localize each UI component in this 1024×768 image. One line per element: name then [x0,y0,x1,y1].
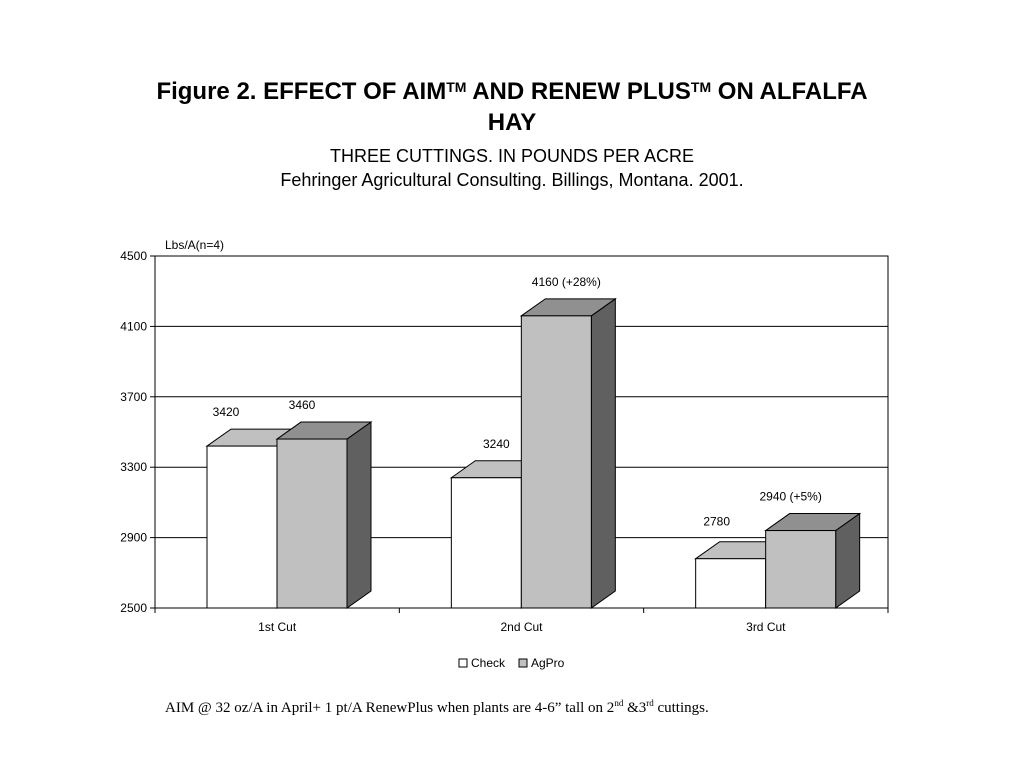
bar-check [206,445,278,609]
data-label: 3460 [289,398,316,412]
legend-label: Check [471,656,506,670]
data-label: 3420 [213,405,240,419]
legend-swatch-check [458,658,468,668]
x-tick-label: 2nd Cut [500,620,543,634]
y-tick-label: 2900 [120,531,147,545]
data-label: 4160 (+28%) [532,275,601,289]
title-line-2: HAY [487,109,537,136]
subtitle-line-2: Fehringer Agricultural Consulting. Billi… [280,170,744,190]
chart-subtitle: THREE CUTTINGS. IN POUNDS PER ACRE Fehri… [0,144,1024,192]
data-label: 2940 (+5%) [759,490,821,504]
bar-check [450,477,522,609]
x-tick-label: 3rd Cut [746,620,786,634]
legend-swatch-agpro [518,658,528,668]
bar-agpro [520,315,592,609]
legend-label: AgPro [531,656,565,670]
bar-side-face [346,421,372,609]
title-line-1: Figure 2. EFFECT OF AIMTM AND RENEW PLUS… [156,78,868,105]
bar-check [695,558,767,609]
bar-side-face [590,297,616,609]
bar-agpro [765,530,837,609]
y-axis-label: Lbs/A(n=4) [165,238,224,252]
chart-title: Figure 2. EFFECT OF AIMTM AND RENEW PLUS… [0,76,1024,138]
trademark-mark: TM [446,79,467,95]
trademark-mark: TM [690,79,712,95]
x-tick-label: 1st Cut [258,620,297,634]
data-label: 3240 [483,437,510,451]
y-tick-label: 3300 [120,460,147,474]
bar-agpro [276,438,348,609]
footnote: AIM @ 32 oz/A in April+ 1 pt/A RenewPlus… [165,698,709,716]
y-tick-label: 2500 [120,601,147,615]
y-tick-label: 3700 [120,390,147,404]
data-label: 2780 [703,515,730,529]
y-tick-label: 4500 [120,249,147,263]
subtitle-line-1: THREE CUTTINGS. IN POUNDS PER ACRE [329,146,695,166]
y-tick-label: 4100 [120,319,147,333]
